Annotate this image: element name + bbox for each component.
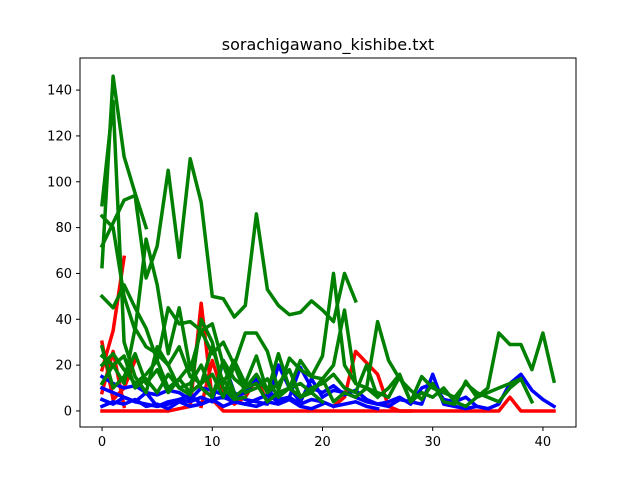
series-line-blue-9 [99,397,325,411]
series-layer [99,74,557,413]
plot-area-frame [79,57,577,428]
series-line-green-18 [99,354,325,405]
x-tick-label: 40 [535,435,552,450]
y-tick-label: 120 [47,129,72,144]
series-line-green-16 [99,344,524,409]
x-tick-label: 0 [98,435,106,450]
x-axis: 0 10 20 30 40 [98,427,551,450]
series-line-green-13 [99,213,237,395]
y-tick-label: 140 [47,84,72,99]
series-line-green-15 [99,271,535,405]
series-line-green-17 [99,351,381,404]
y-tick-label: 100 [47,175,72,190]
x-tick-label: 30 [424,435,441,450]
y-tick-label: 60 [55,267,72,282]
chart-title: sorachigawano_kishibe.txt [222,35,434,55]
y-axis: 0 20 40 60 80 100 120 140 [47,84,80,419]
y-tick-label: 80 [55,221,72,236]
y-tick-label: 40 [55,313,72,328]
y-tick-label: 20 [55,359,72,374]
series-line-red-3 [100,301,556,413]
y-tick-label: 0 [64,404,72,419]
x-tick-label: 20 [314,435,331,450]
x-tick-label: 10 [204,435,221,450]
